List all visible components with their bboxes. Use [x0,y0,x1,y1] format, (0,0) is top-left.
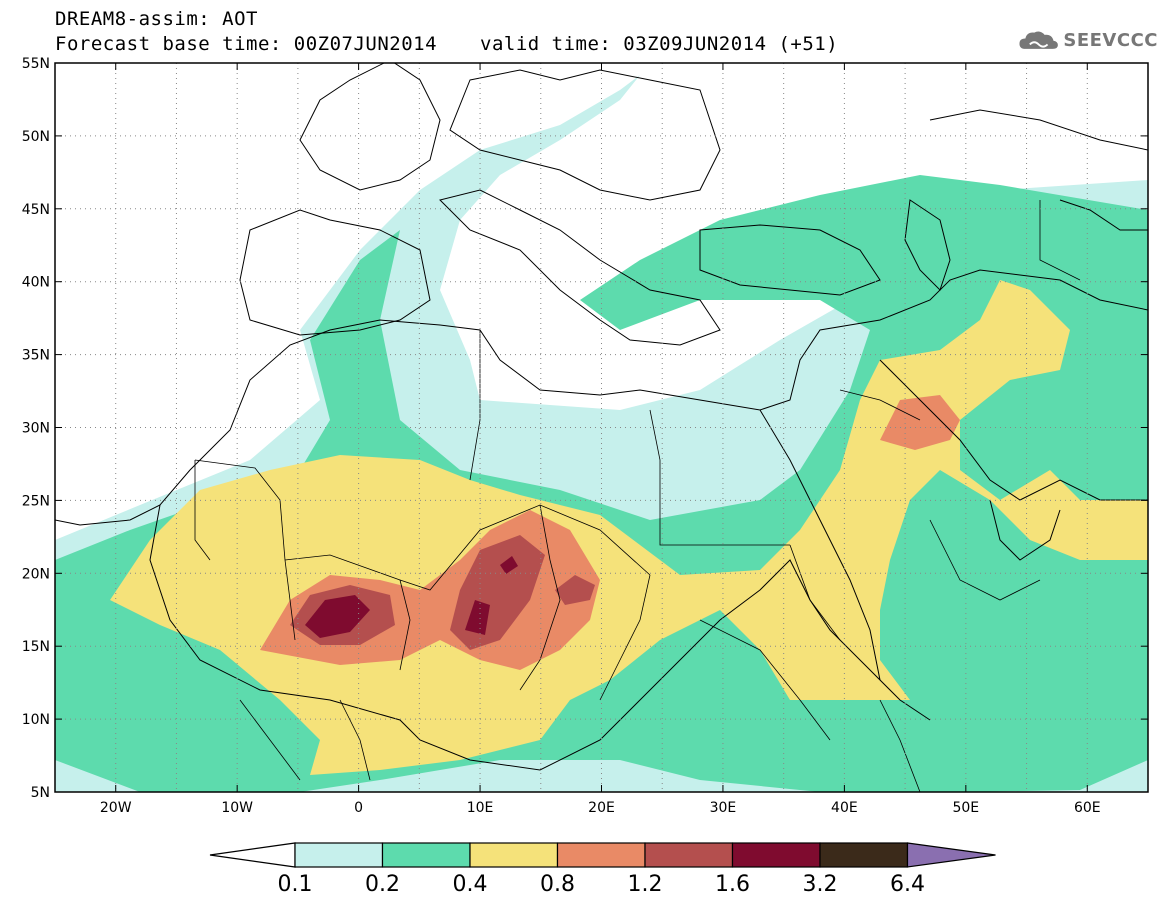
lon-label: 50E [952,800,979,816]
coastlines [55,63,1148,771]
lon-label: 0 [354,800,363,816]
forecast-base-time: Forecast base time: 00Z07JUN2014 [55,33,438,55]
colorbar-label: 0.4 [453,872,488,897]
colorbar-extend-low [209,842,296,868]
colorbar-label: 0.8 [540,872,575,897]
lat-label: 20N [22,566,50,582]
lon-label: 20E [588,800,615,816]
colorbar-box [819,842,909,868]
lon-label: 60E [1074,800,1101,816]
colorbar-box [556,842,646,868]
colorbar-box [644,842,734,868]
latitude-labels: 5N 10N 15N 20N 25N 30N 35N 40N 45N 50N 55N [22,56,50,801]
colorbar: 0.1 0.2 0.4 0.8 1.2 1.6 3.2 6.4 [209,842,996,897]
logo-text: SEEVCCC [1063,29,1158,51]
lat-label: 25N [22,493,50,509]
cloud-icon [1019,31,1058,49]
lon-label: 40E [831,800,858,816]
longitude-labels: 20W 10W 0 10E 20E 30E 40E 50E 60E [100,800,1101,816]
colorbar-label: 6.4 [890,872,925,897]
lat-label: 55N [22,56,50,72]
colorbar-extend-high [906,842,996,868]
colorbar-box [731,842,821,868]
colorbar-label: 0.1 [278,872,313,897]
map-grid [55,63,1148,792]
lat-label: 35N [22,348,50,364]
lat-label: 30N [22,421,50,437]
lat-label: 5N [31,785,50,801]
colorbar-label: 0.2 [365,872,400,897]
lat-label: 10N [22,712,50,728]
seevccc-logo: SEEVCCC [1018,22,1158,58]
colorbar-box [469,842,559,868]
map-title: DREAM8-assim: AOT [55,8,258,30]
colorbar-label: 1.6 [715,872,750,897]
lon-label: 10W [221,800,253,816]
lon-label: 20W [100,800,132,816]
lat-label: 45N [22,202,50,218]
lat-label: 40N [22,275,50,291]
colorbar-label: 3.2 [803,872,838,897]
colorbar-box [381,842,471,868]
lon-label: 30E [710,800,737,816]
lat-label: 15N [22,639,50,655]
axis-ticks [55,62,1148,793]
colorbar-box [294,842,384,868]
lon-label: 10E [467,800,494,816]
lat-label: 50N [22,129,50,145]
colorbar-label: 1.2 [628,872,663,897]
valid-time: valid time: 03Z09JUN2014 (+51) [480,33,839,55]
